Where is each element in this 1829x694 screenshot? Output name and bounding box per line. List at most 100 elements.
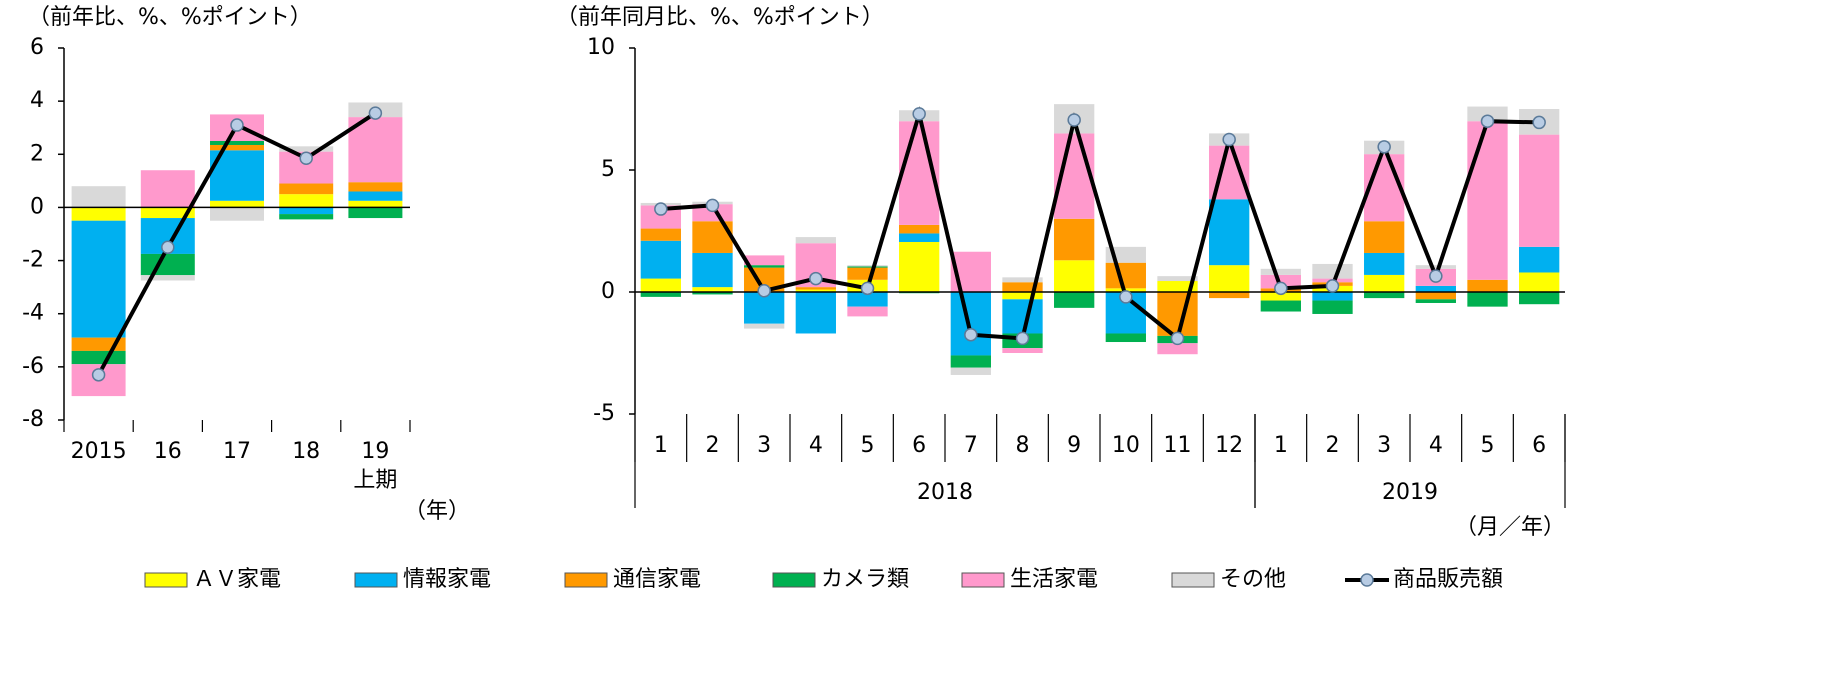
- bar-segment: [692, 252, 733, 288]
- line-marker: [230, 118, 244, 132]
- bar-segment: [1002, 299, 1043, 334]
- x-tick-label: 12: [1215, 433, 1243, 458]
- line-marker: [161, 240, 175, 255]
- bar-segment: [744, 255, 785, 266]
- x-tick-label: 10: [1112, 433, 1140, 458]
- bar-segment: [1260, 292, 1301, 301]
- legend-label: 通信家電: [613, 567, 701, 592]
- line-marker: [1222, 132, 1236, 147]
- y-tick-label: 0: [601, 279, 615, 304]
- bar-segment: [950, 292, 991, 356]
- legend-marker: [1360, 573, 1374, 587]
- x-tick-label: 6: [912, 433, 926, 458]
- bar-segment: [1467, 121, 1508, 280]
- bar-segment: [348, 117, 403, 183]
- x-tick-label: 9: [1067, 433, 1081, 458]
- line-marker: [1067, 113, 1081, 127]
- y-axis-label: （前年比、%、%ポイント）: [28, 5, 312, 30]
- line-marker: [1429, 269, 1443, 283]
- bar-segment: [899, 224, 940, 234]
- bar-segment: [1519, 134, 1560, 247]
- bar-segment: [1364, 221, 1405, 253]
- bar-segment: [1364, 252, 1405, 275]
- x-tick-label: 2015: [71, 439, 127, 464]
- line-marker: [964, 327, 978, 342]
- bar-segment: [847, 265, 888, 267]
- legend-swatch: [564, 572, 608, 588]
- bar-segment: [1105, 333, 1146, 343]
- x-tick-label: 18: [292, 439, 320, 464]
- bar-segment: [1467, 106, 1508, 122]
- bar-segment: [1467, 279, 1508, 292]
- bar-segment: [692, 292, 733, 295]
- line-marker: [809, 271, 823, 286]
- bar-segment: [847, 267, 888, 280]
- bar-segment: [795, 289, 836, 292]
- y-tick-label: -6: [22, 354, 44, 379]
- y-tick-label: 10: [587, 35, 615, 60]
- bar-segment: [348, 182, 403, 192]
- y-tick-label: 4: [30, 88, 44, 113]
- bar-segment: [1157, 281, 1198, 292]
- bar-segment: [279, 183, 334, 195]
- line-marker: [1532, 115, 1546, 130]
- y-tick-label: -4: [22, 301, 44, 326]
- bar-segment: [71, 207, 126, 221]
- bar-segment: [692, 287, 733, 292]
- bar-segment: [1054, 260, 1095, 292]
- bar-segment: [1415, 265, 1456, 269]
- bar-segment: [210, 207, 264, 221]
- group-label: 2019: [1382, 480, 1438, 505]
- y-tick-label: -2: [22, 248, 44, 273]
- group-label: 2018: [917, 480, 973, 505]
- legend-swatch: [1171, 572, 1215, 588]
- bar-segment: [1209, 292, 1250, 299]
- bar-segment: [847, 306, 888, 317]
- bar-segment: [1415, 292, 1456, 300]
- line-marker: [1274, 281, 1288, 296]
- legend-swatch: [354, 572, 398, 588]
- bar-segment: [795, 237, 836, 244]
- bar-segment: [640, 228, 681, 241]
- legend-label: 生活家電: [1010, 567, 1098, 592]
- bar-segment: [1002, 282, 1043, 292]
- bar-segment: [1519, 272, 1560, 292]
- bar-segment: [1054, 218, 1095, 261]
- bar-segment: [1209, 199, 1250, 266]
- bar-segment: [692, 204, 733, 222]
- line-marker: [654, 202, 668, 216]
- bar-segment: [71, 186, 126, 208]
- x-tick-label: 5: [1481, 433, 1495, 458]
- bar-segment: [795, 292, 836, 334]
- y-tick-label: 6: [30, 35, 44, 60]
- x-tick-label: 4: [1429, 433, 1443, 458]
- bar-segment: [1105, 262, 1146, 289]
- bar-segment: [847, 266, 888, 268]
- legend-swatch: [772, 572, 816, 588]
- bar-segment: [640, 240, 681, 279]
- bar-segment: [795, 287, 836, 290]
- bar-segment: [744, 323, 785, 329]
- line-series: [660, 106, 1540, 342]
- bar-segment: [744, 265, 785, 268]
- bar-segment: [348, 200, 403, 208]
- y-tick-label: -5: [593, 401, 615, 426]
- line-marker: [1170, 331, 1185, 346]
- bar-segment: [1312, 263, 1353, 279]
- bar-segment: [71, 220, 126, 338]
- legend-label: その他: [1220, 567, 1286, 592]
- bar-segment: [1415, 299, 1456, 303]
- x-tick-label: 6: [1532, 433, 1546, 458]
- bar-segment: [1364, 274, 1405, 292]
- line-marker: [757, 284, 771, 298]
- bar-segment: [140, 170, 195, 208]
- x-tick-label: 2: [1326, 433, 1340, 458]
- y-axis-label: （前年同月比、%、%ポイント）: [556, 5, 884, 30]
- bar-segment: [640, 205, 681, 229]
- legend-label: カメラ類: [821, 567, 909, 592]
- line-marker: [860, 281, 875, 296]
- line-marker: [912, 107, 926, 121]
- bar-segment: [1260, 300, 1301, 312]
- bar-segment: [1467, 292, 1508, 307]
- legend-swatch: [144, 572, 188, 588]
